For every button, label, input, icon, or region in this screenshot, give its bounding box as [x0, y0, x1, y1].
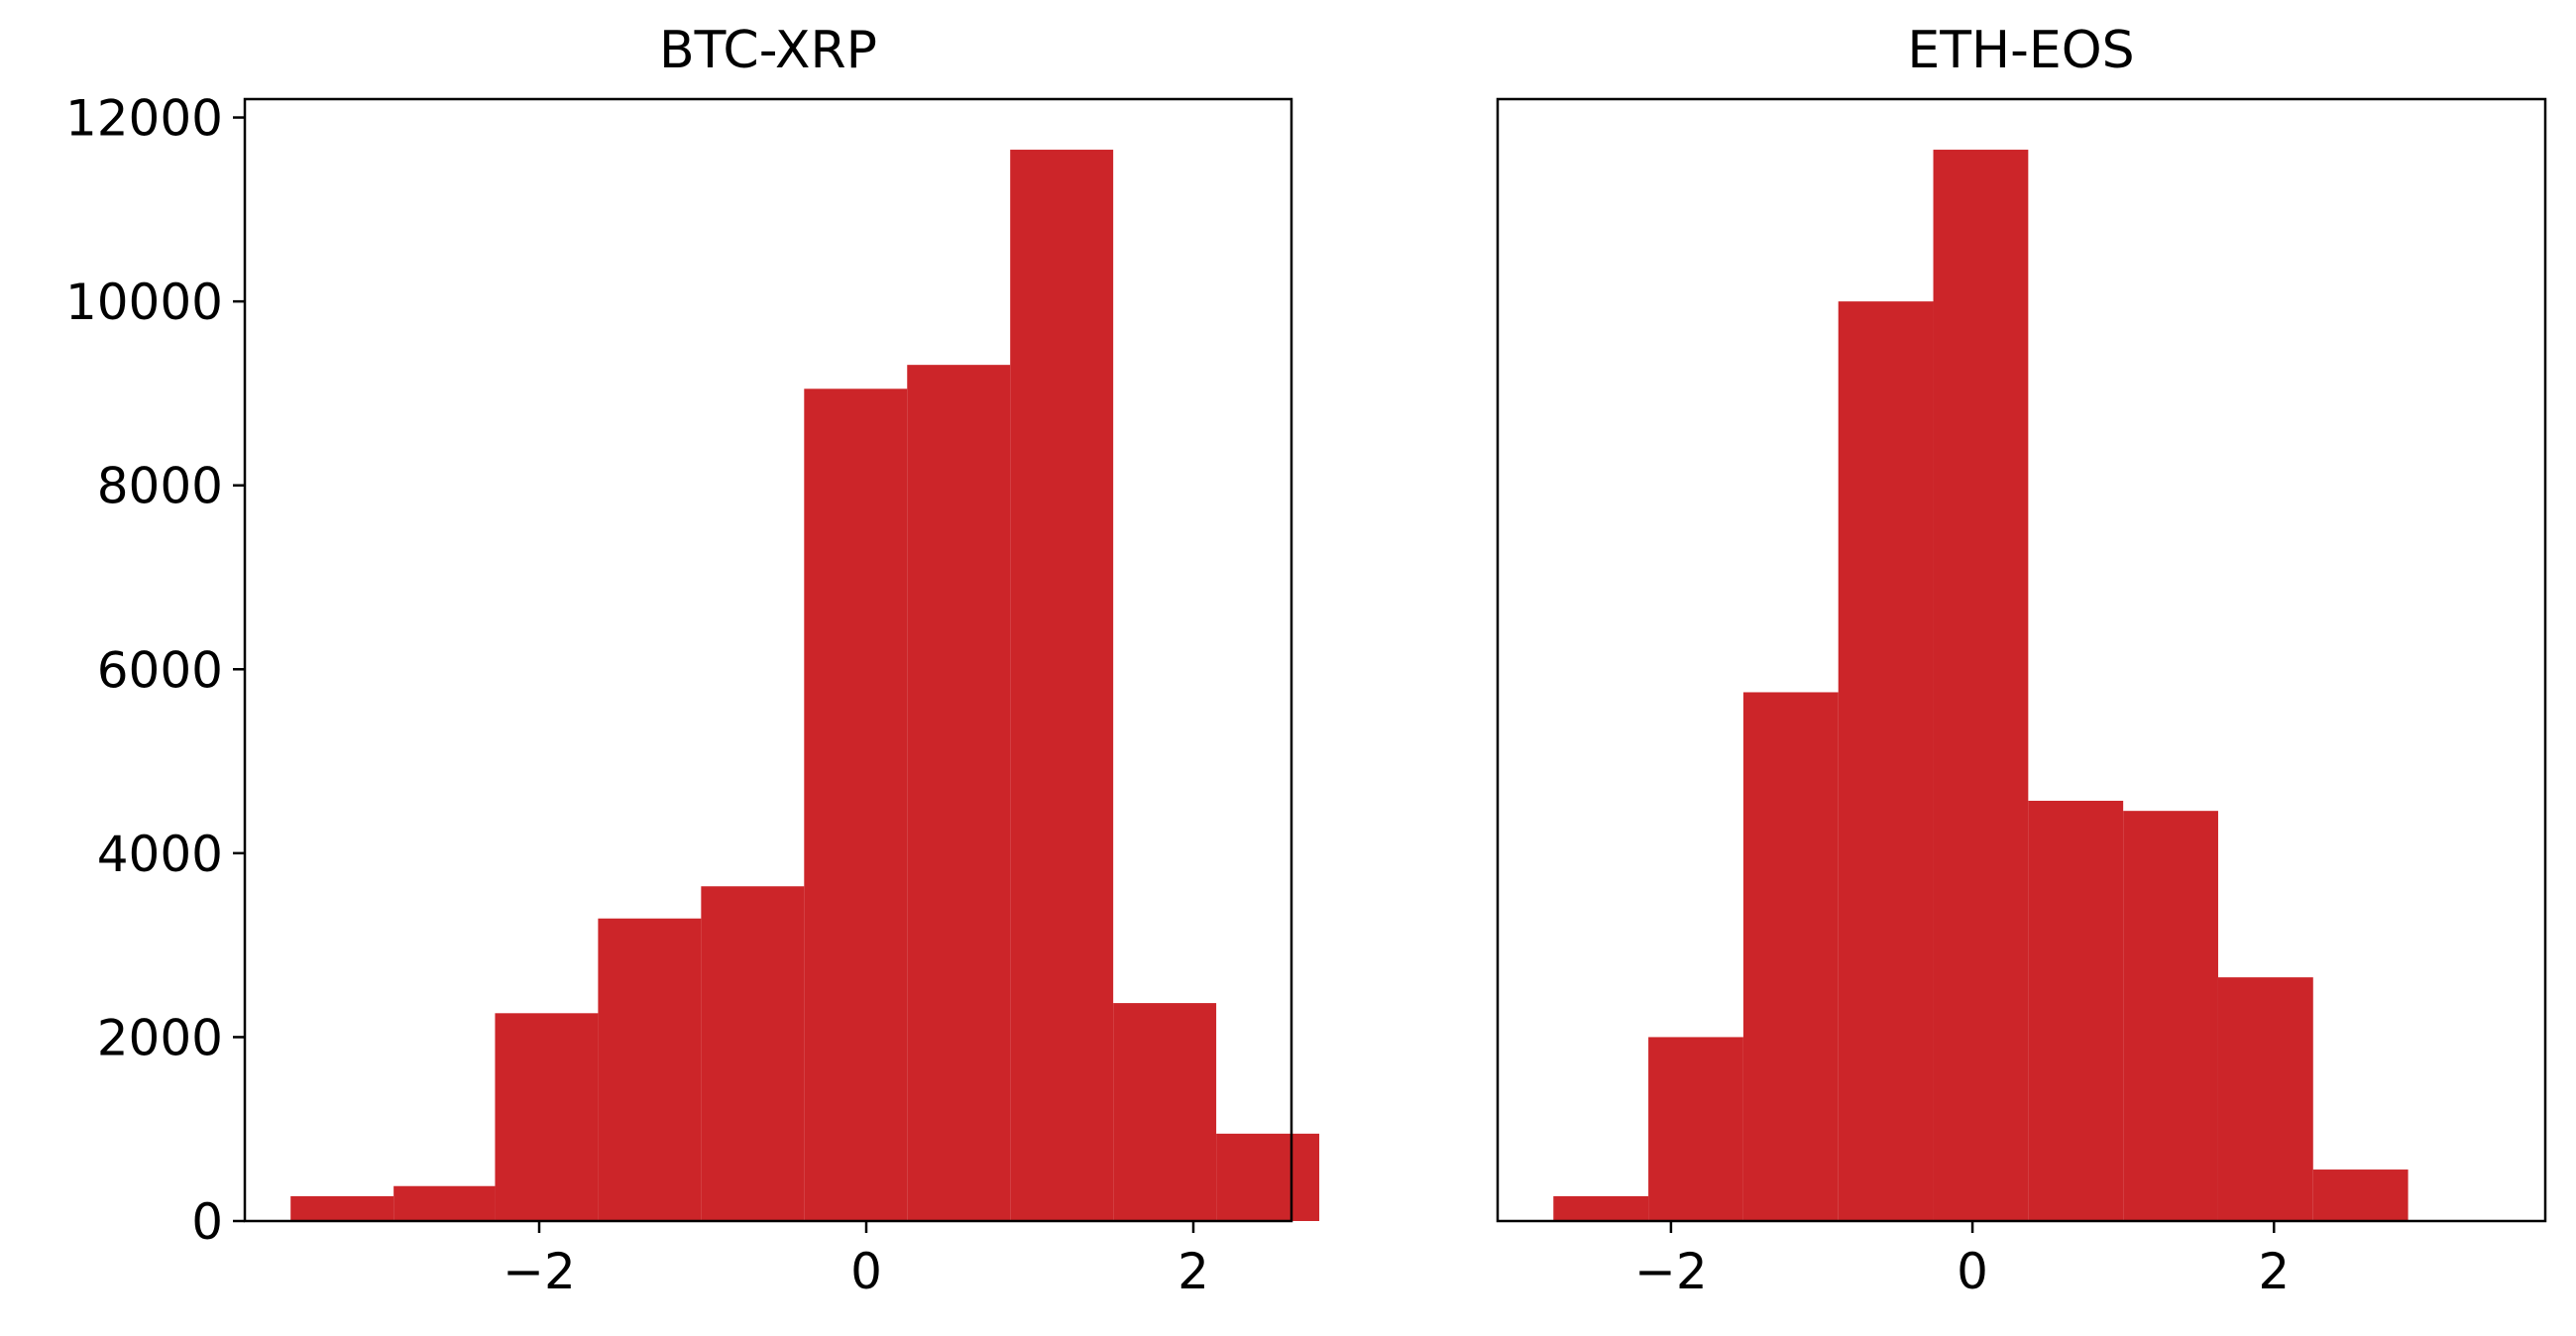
histogram-bar: [1742, 692, 1839, 1221]
panel-btc-xrp: BTC-XRP 0 2000 4000 6000 8000 10000 12000 −2 0 2: [65, 21, 1320, 1300]
chart-title: ETH-EOS: [1907, 21, 2134, 80]
y-tick-label: 10000: [65, 274, 223, 331]
histogram-bar: [495, 1013, 599, 1221]
x-axis: −2 0 2: [1634, 1221, 2290, 1300]
bars: [290, 150, 1320, 1222]
x-tick-label: −2: [503, 1243, 576, 1300]
y-tick-label: 2000: [97, 1009, 223, 1066]
histogram-bar: [1010, 150, 1114, 1221]
x-tick-label: 0: [1957, 1243, 1988, 1300]
y-tick-label: 6000: [97, 641, 223, 699]
histogram-bar: [1113, 1003, 1217, 1221]
x-tick-label: 0: [850, 1243, 882, 1300]
histogram-bar: [2028, 800, 2124, 1221]
histogram-bar: [393, 1185, 496, 1221]
histogram-bar: [701, 886, 805, 1221]
histogram-bar: [1838, 301, 1934, 1222]
plot-frame: [1496, 97, 2547, 1223]
x-tick-label: 2: [1177, 1243, 1209, 1300]
histogram-bar: [1933, 150, 2029, 1221]
y-tick-label: 12000: [65, 90, 223, 148]
histogram-bar: [1216, 1133, 1320, 1221]
histogram-bar: [907, 365, 1011, 1222]
y-axis: 0 2000 4000 6000 8000 10000 12000: [65, 90, 245, 1251]
plot-frame: [243, 97, 1293, 1223]
histogram-bar: [290, 1195, 394, 1221]
histogram-bar: [598, 918, 702, 1221]
x-axis: −2 0 2: [503, 1221, 1209, 1300]
x-tick-label: 2: [2258, 1243, 2290, 1300]
x-tick-label: −2: [1634, 1243, 1708, 1300]
histogram-bar: [2123, 811, 2218, 1221]
panel-eth-eos: ETH-EOS −2 0 2: [1496, 21, 2547, 1300]
histogram-bar: [1553, 1195, 1649, 1221]
y-tick-label: 4000: [97, 826, 223, 883]
y-tick-label: 0: [191, 1193, 223, 1251]
bars: [1553, 150, 2408, 1222]
histogram-bar: [2217, 977, 2313, 1221]
histogram-bar: [804, 389, 908, 1221]
histogram-bar: [2312, 1169, 2408, 1221]
y-tick-label: 8000: [97, 458, 223, 515]
chart-title: BTC-XRP: [659, 21, 877, 80]
histogram-bar: [1648, 1037, 1743, 1221]
